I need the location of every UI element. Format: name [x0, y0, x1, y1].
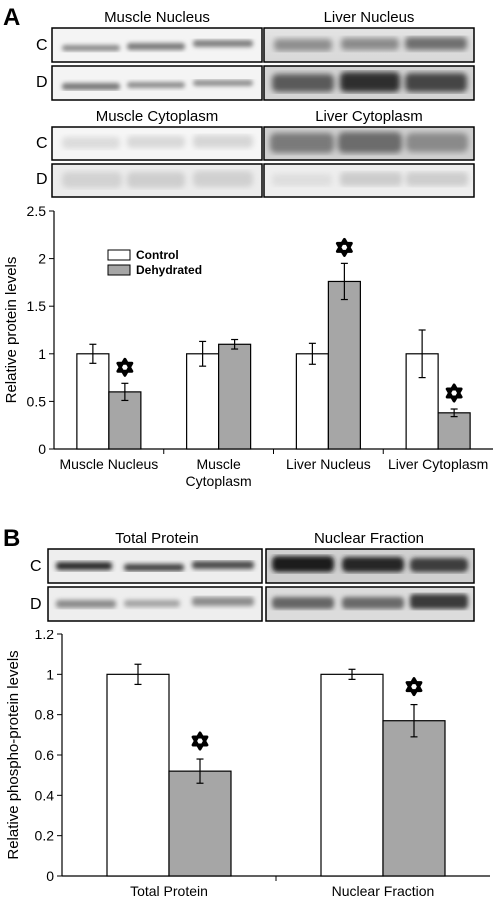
blot-row-label-control-2: C	[36, 135, 48, 152]
legend-swatch-control	[107, 249, 131, 261]
blot-muscle-cytoplasm-control	[51, 126, 263, 161]
blot-row-label-dehydrated: D	[36, 74, 48, 91]
blot-title-muscle-cytoplasm: Muscle Cytoplasm	[95, 108, 219, 125]
bar-dehydrated	[108, 391, 142, 450]
x-tick-label: Liver Cytoplasm	[388, 456, 488, 472]
star-triangle-up	[445, 383, 463, 399]
x-tick-label: Liver Nucleus	[286, 456, 371, 472]
y-tick-label: 0.5	[27, 393, 47, 409]
legend-label-control: Control	[136, 248, 179, 262]
bar-dehydrated	[382, 720, 446, 877]
x-tick-label: Cytoplasm	[186, 473, 252, 489]
blot-liver-cytoplasm-dehydrated	[263, 163, 475, 198]
blot-images-panel-b	[47, 548, 475, 622]
bar-dehydrated	[327, 280, 361, 450]
blot-total-protein-dehydrated	[47, 586, 263, 622]
y-tick-label: 2.5	[27, 203, 47, 219]
y-tick-label: 1.2	[35, 630, 55, 642]
blot-row-label-dehydrated-2: D	[36, 171, 48, 188]
bar-control	[106, 673, 170, 877]
y-axis-label: Relative protein levels	[3, 257, 20, 404]
blot-row-label-control: C	[36, 37, 48, 54]
star-triangle-up	[405, 677, 423, 693]
bar-dehydrated	[218, 343, 252, 450]
star-triangle-up	[116, 357, 134, 373]
y-tick-label: 1	[46, 666, 54, 682]
significance-star	[335, 237, 353, 257]
y-tick-label: 1	[38, 346, 46, 362]
y-tick-label: 0.2	[35, 828, 55, 844]
blot-muscle-nucleus-dehydrated	[51, 65, 263, 101]
panel-a-letter: A	[3, 4, 21, 31]
bar-dehydrated	[437, 412, 471, 450]
blot-liver-cytoplasm-control	[263, 126, 475, 161]
x-tick-label: Muscle	[196, 456, 241, 472]
x-tick-label: Total Protein	[130, 883, 208, 899]
blot-title-liver-cytoplasm: Liver Cytoplasm	[315, 108, 423, 125]
blot-liver-nucleus-dehydrated	[263, 65, 475, 101]
legend-swatch-dehydrated	[107, 264, 131, 276]
blot-row-label-dehydrated-b: D	[30, 596, 42, 613]
blot-nuclear-fraction-dehydrated	[265, 586, 475, 622]
blot-liver-nucleus-control	[263, 27, 475, 63]
star-triangle-down	[191, 735, 209, 751]
panel-b-letter: B	[3, 525, 21, 552]
x-tick-label: Nuclear Fraction	[332, 883, 435, 899]
chart-relative-protein-levels: 0 0.5 1 1.5 2 2.5 Relative protein levels Muscl…	[3, 203, 493, 489]
y-tick-label: 0.8	[35, 707, 55, 723]
blot-title-nuclear-fraction: Nuclear Fraction	[313, 530, 425, 547]
blot-title-muscle-nucleus: Muscle Nucleus	[104, 9, 210, 26]
blot-title-total-protein: Total Protein	[115, 530, 199, 547]
blot-nuclear-fraction-control	[265, 548, 475, 584]
bar-control	[76, 353, 110, 450]
y-tick-label: 0	[38, 441, 46, 457]
blot-images-panel-a	[51, 27, 475, 198]
star-triangle-down	[405, 681, 423, 697]
star-triangle-down	[116, 361, 134, 377]
y-tick-label: 0	[46, 868, 54, 884]
bar-control	[186, 353, 220, 450]
bar-dehydrated	[168, 770, 232, 877]
significance-star	[445, 383, 463, 403]
chart-relative-phospho-protein-levels: 0 0.2 0.4 0.6 0.8 1 1.2 Relative phospho-protei…	[5, 630, 490, 899]
significance-star	[116, 357, 134, 377]
star-triangle-up	[335, 237, 353, 253]
legend-label-dehydrated: Dehydrated	[136, 263, 202, 277]
blot-muscle-cytoplasm-dehydrated	[51, 163, 263, 198]
y-axis-label: Relative phospho-protein levels	[5, 650, 22, 859]
blot-muscle-nucleus-control	[51, 27, 263, 63]
y-tick-label: 1.5	[27, 298, 47, 314]
star-triangle-up	[191, 731, 209, 747]
blot-total-protein-control	[47, 548, 263, 584]
bar-control	[320, 673, 384, 877]
star-triangle-down	[445, 387, 463, 403]
y-tick-label: 0.6	[35, 747, 55, 763]
significance-star	[191, 731, 209, 751]
blot-title-liver-nucleus: Liver Nucleus	[323, 9, 415, 26]
significance-star	[405, 677, 423, 697]
star-triangle-down	[335, 241, 353, 257]
y-tick-label: 0.4	[35, 787, 55, 803]
x-tick-label: Muscle Nucleus	[59, 456, 158, 472]
blot-row-label-control-b: C	[30, 558, 42, 575]
y-tick-label: 2	[38, 251, 46, 267]
bar-control	[295, 353, 329, 450]
